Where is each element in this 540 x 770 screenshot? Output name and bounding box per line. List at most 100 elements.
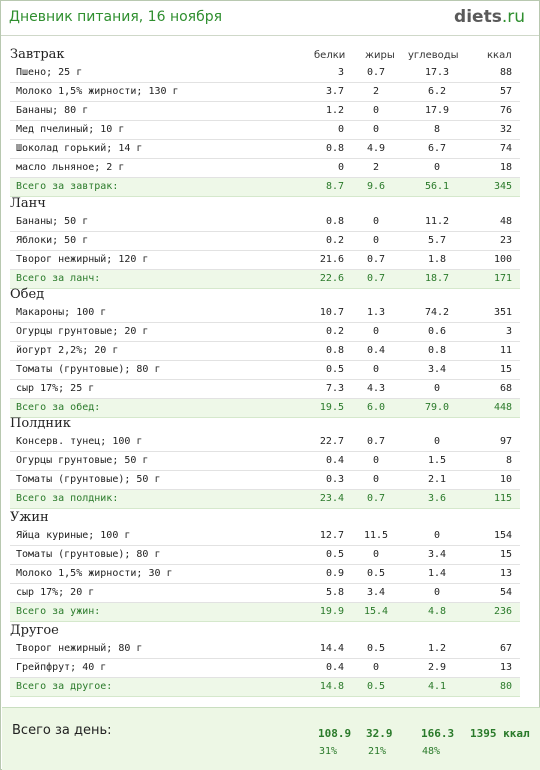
food-fat: 0.5 <box>366 568 386 579</box>
total-protein: 8.7 <box>325 181 344 192</box>
food-food: масло льняное; 2 г <box>16 162 125 173</box>
food-row[interactable]: Огурцы грунтовые; 20 г 0.2 0 0.6 3 <box>10 323 520 342</box>
meal-section: Другое Творог нежирный; 80 г 14.4 0.5 1.2 67 Г… <box>10 621 520 697</box>
day-total-kcal: 1395 ккал <box>470 727 530 740</box>
food-protein: 0.8 <box>325 345 344 356</box>
food-carbs: 74.2 <box>424 307 450 318</box>
food-row[interactable]: йогурт 2,2%; 20 г 0.8 0.4 0.8 11 <box>10 342 520 361</box>
food-food: Огурцы грунтовые; 20 г <box>16 326 149 337</box>
meal-total-row: Всего за полдник: 23.4 0.7 3.6 115 <box>10 490 520 509</box>
food-row[interactable]: Бананы; 80 г 1.2 0 17.9 76 <box>10 102 520 121</box>
column-header-kcal: ккал <box>487 50 512 61</box>
food-row[interactable]: Томаты (грунтовые); 50 г 0.3 0 2.1 10 <box>10 471 520 490</box>
food-fat: 3.4 <box>366 587 386 598</box>
meal-title: Другое <box>10 623 59 638</box>
food-carbs: 2.9 <box>427 662 447 673</box>
food-row[interactable]: Бананы; 50 г 0.8 0 11.2 48 <box>10 213 520 232</box>
column-header-carbs: углеводы <box>408 50 459 61</box>
logo-suffix: .ru <box>501 7 525 27</box>
site-logo[interactable]: diets.ru <box>454 7 525 27</box>
food-protein: 3.7 <box>325 86 344 97</box>
meal-title: Ужин <box>10 510 49 525</box>
food-row[interactable]: Огурцы грунтовые; 50 г 0.4 0 1.5 8 <box>10 452 520 471</box>
day-total-carbs: 166.3 <box>421 727 455 740</box>
food-food: Бананы; 80 г <box>16 105 89 116</box>
food-row[interactable]: сыр 17%; 20 г 5.8 3.4 0 54 <box>10 584 520 603</box>
food-row[interactable]: Макароны; 100 г 10.7 1.3 74.2 351 <box>10 304 520 323</box>
food-fat: 0 <box>372 105 380 116</box>
food-kcal: 13 <box>499 568 512 579</box>
food-carbs: 1.2 <box>427 643 447 654</box>
food-row[interactable]: Творог нежирный; 120 г 21.6 0.7 1.8 100 <box>10 251 520 270</box>
food-food: Консерв. тунец; 100 г <box>16 436 143 447</box>
food-row[interactable]: сыр 17%; 25 г 7.3 4.3 0 68 <box>10 380 520 399</box>
food-kcal: 15 <box>499 549 512 560</box>
total-kcal: 80 <box>499 681 512 692</box>
total-protein: 23.4 <box>319 493 344 504</box>
total-label: Всего за обед: <box>16 402 101 413</box>
food-kcal: 54 <box>499 587 512 598</box>
meal-section: Ужин Яйца куриные; 100 г 12.7 11.5 0 154 Томат… <box>10 508 520 622</box>
total-protein: 22.6 <box>319 273 344 284</box>
food-food: Творог нежирный; 120 г <box>16 254 149 265</box>
logo-main: diets <box>454 7 502 27</box>
total-kcal: 115 <box>493 493 512 504</box>
food-fat: 0.5 <box>366 643 386 654</box>
total-kcal: 448 <box>493 402 512 413</box>
food-row[interactable]: Томаты (грунтовые); 80 г 0.5 0 3.4 15 <box>10 546 520 565</box>
total-carbs: 79.0 <box>424 402 450 413</box>
food-carbs: 0 <box>433 587 441 598</box>
food-row[interactable]: масло льняное; 2 г 0 2 0 18 <box>10 159 520 178</box>
food-carbs: 6.2 <box>427 86 447 97</box>
meal-total-row: Всего за ланч: 22.6 0.7 18.7 171 <box>10 270 520 289</box>
total-protein: 19.5 <box>319 402 344 413</box>
meal-section: Полдник Консерв. тунец; 100 г 22.7 0.7 0 97 Ог… <box>10 414 520 509</box>
total-carbs: 3.6 <box>427 493 447 504</box>
day-total-label: Всего за день: <box>12 723 112 738</box>
food-row[interactable]: Консерв. тунец; 100 г 22.7 0.7 0 97 <box>10 433 520 452</box>
day-carbs-percent: 48% <box>422 746 441 757</box>
food-kcal: 351 <box>493 307 512 318</box>
food-protein: 0.3 <box>325 474 344 485</box>
food-row[interactable]: Мед пчелиный; 10 г 0 0 8 32 <box>10 121 520 140</box>
food-protein: 7.3 <box>325 383 344 394</box>
meal-total-row: Всего за завтрак: 8.7 9.6 56.1 345 <box>10 178 520 197</box>
food-row[interactable]: Томаты (грунтовые); 80 г 0.5 0 3.4 15 <box>10 361 520 380</box>
food-kcal: 23 <box>499 235 512 246</box>
food-fat: 0 <box>372 662 380 673</box>
meal-total-row: Всего за ужин: 19.9 15.4 4.8 236 <box>10 603 520 622</box>
total-protein: 14.8 <box>319 681 344 692</box>
food-row[interactable]: Грейпфрут; 40 г 0.4 0 2.9 13 <box>10 659 520 678</box>
header: Дневник питания, 16 ноября diets.ru <box>1 1 539 36</box>
food-fat: 4.3 <box>366 383 386 394</box>
total-label: Всего за ужин: <box>16 606 101 617</box>
food-row[interactable]: Яйца куриные; 100 г 12.7 11.5 0 154 <box>10 527 520 546</box>
day-total-fat: 32.9 <box>366 727 393 740</box>
food-food: Мед пчелиный; 10 г <box>16 124 125 135</box>
food-carbs: 1.4 <box>427 568 447 579</box>
day-total-panel: Всего за день: 108.9 32.9 166.3 1395 кка… <box>2 707 540 770</box>
food-food: сыр 17%; 25 г <box>16 383 95 394</box>
food-row[interactable]: Яблоки; 50 г 0.2 0 5.7 23 <box>10 232 520 251</box>
total-label: Всего за полдник: <box>16 493 119 504</box>
food-row[interactable]: Творог нежирный; 80 г 14.4 0.5 1.2 67 <box>10 640 520 659</box>
meal-total-row: Всего за обед: 19.5 6.0 79.0 448 <box>10 399 520 418</box>
total-fat: 6.0 <box>366 402 386 413</box>
food-row[interactable]: Молоко 1,5% жирности; 30 г 0.9 0.5 1.4 13 <box>10 565 520 584</box>
meal-total-row: Всего за другое: 14.8 0.5 4.1 80 <box>10 678 520 697</box>
food-row[interactable]: Пшено; 25 г 3 0.7 17.3 88 <box>10 64 520 83</box>
food-carbs: 0.8 <box>427 345 447 356</box>
food-row[interactable]: Шоколад горький; 14 г 0.8 4.9 6.7 74 <box>10 140 520 159</box>
meal-section: Завтрак Пшено; 25 г 3 0.7 17.3 88 Молоко 1,5% … <box>10 45 520 197</box>
food-fat: 0 <box>372 124 380 135</box>
food-kcal: 74 <box>499 143 512 154</box>
food-protein: 1.2 <box>325 105 344 116</box>
food-kcal: 13 <box>499 662 512 673</box>
meal-title: Ланч <box>10 196 46 211</box>
food-row[interactable]: Молоко 1,5% жирности; 130 г 3.7 2 6.2 57 <box>10 83 520 102</box>
food-kcal: 100 <box>493 254 512 265</box>
total-kcal: 236 <box>493 606 512 617</box>
food-protein: 12.7 <box>319 530 344 541</box>
total-carbs: 18.7 <box>424 273 450 284</box>
